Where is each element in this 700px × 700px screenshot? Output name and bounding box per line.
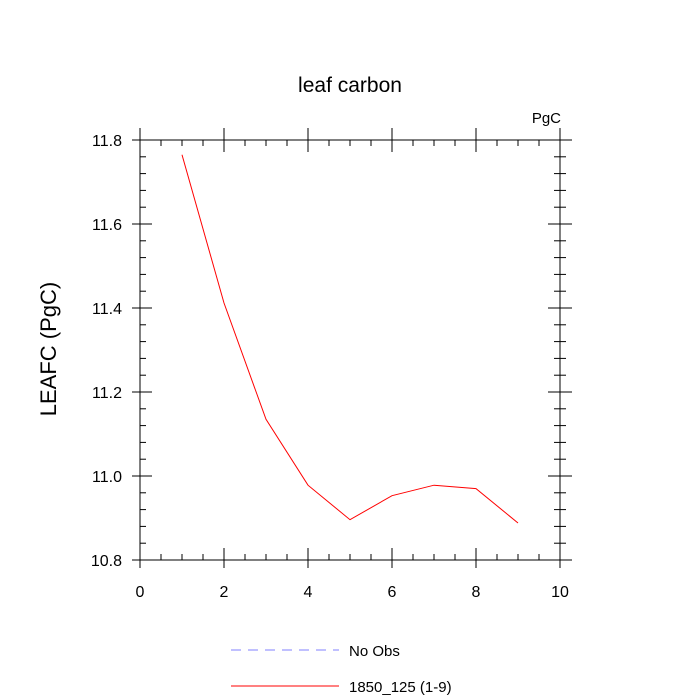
y-axis-label: LEAFC (PgC)	[36, 282, 61, 416]
x-tick-label: 2	[220, 584, 229, 601]
x-tick-label: 0	[136, 584, 145, 601]
axis-ticks	[132, 128, 572, 568]
y-tick-label: 11.8	[92, 133, 122, 150]
y-tick-label: 11.0	[92, 469, 122, 486]
series-line-1	[181, 154, 519, 524]
plot-frame	[139, 139, 561, 561]
y-tick-labels: 10.8 11.0 11.2 11.4 11.6 11.8	[91, 133, 122, 570]
x-tick-label: 8	[472, 584, 481, 601]
legend-label-0: No Obs	[349, 643, 400, 660]
x-tick-label: 4	[304, 584, 313, 601]
y-tick-label: 11.4	[92, 301, 122, 318]
legend: No Obs 1850_125 (1-9)	[231, 643, 452, 696]
y-tick-label: 11.2	[92, 385, 122, 402]
y-tick-label: 10.8	[91, 553, 122, 570]
y-tick-label: 11.6	[92, 217, 122, 234]
series-lines	[181, 154, 519, 524]
x-tick-label: 10	[551, 584, 569, 601]
x-tick-label: 6	[388, 584, 397, 601]
chart-title: leaf carbon	[298, 74, 402, 97]
units-label: PgC	[532, 110, 561, 127]
x-tick-labels: 0 2 4 6 8 10	[136, 584, 569, 601]
legend-label-1: 1850_125 (1-9)	[349, 679, 452, 696]
